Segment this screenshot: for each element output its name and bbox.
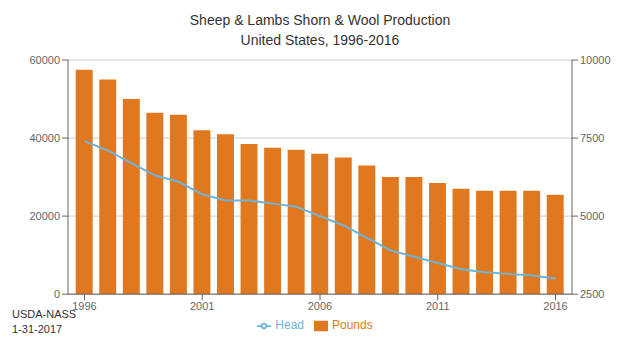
html-text:1-31-2017: 1-31-2017: [12, 323, 63, 335]
svg-text:10000: 10000: [580, 54, 611, 66]
svg-text:60000: 60000: [29, 54, 60, 66]
svg-text:2011: 2011: [426, 300, 450, 312]
html-text:Head: Head: [275, 318, 304, 333]
svg-text:0: 0: [54, 288, 60, 300]
html-text:United States, 1996-2016: United States, 1996-2016: [240, 32, 400, 48]
html-text:USDA-NASS: USDA-NASS: [12, 308, 77, 320]
svg-text:2001: 2001: [190, 300, 214, 312]
svg-text:2006: 2006: [308, 300, 332, 312]
svg-text:40000: 40000: [29, 132, 60, 144]
html-text:Sheep & Lambs Shorn & Wool Pro: Sheep & Lambs Shorn & Wool Production: [189, 12, 451, 28]
svg-text:1996: 1996: [72, 300, 97, 312]
svg-text:2016: 2016: [543, 300, 567, 312]
svg-text:2500: 2500: [580, 288, 604, 300]
svg-text:5000: 5000: [580, 210, 604, 222]
html-text:Pounds: Pounds: [332, 318, 373, 333]
svg-text:20000: 20000: [29, 210, 60, 222]
svg-text:7500: 7500: [580, 132, 604, 144]
